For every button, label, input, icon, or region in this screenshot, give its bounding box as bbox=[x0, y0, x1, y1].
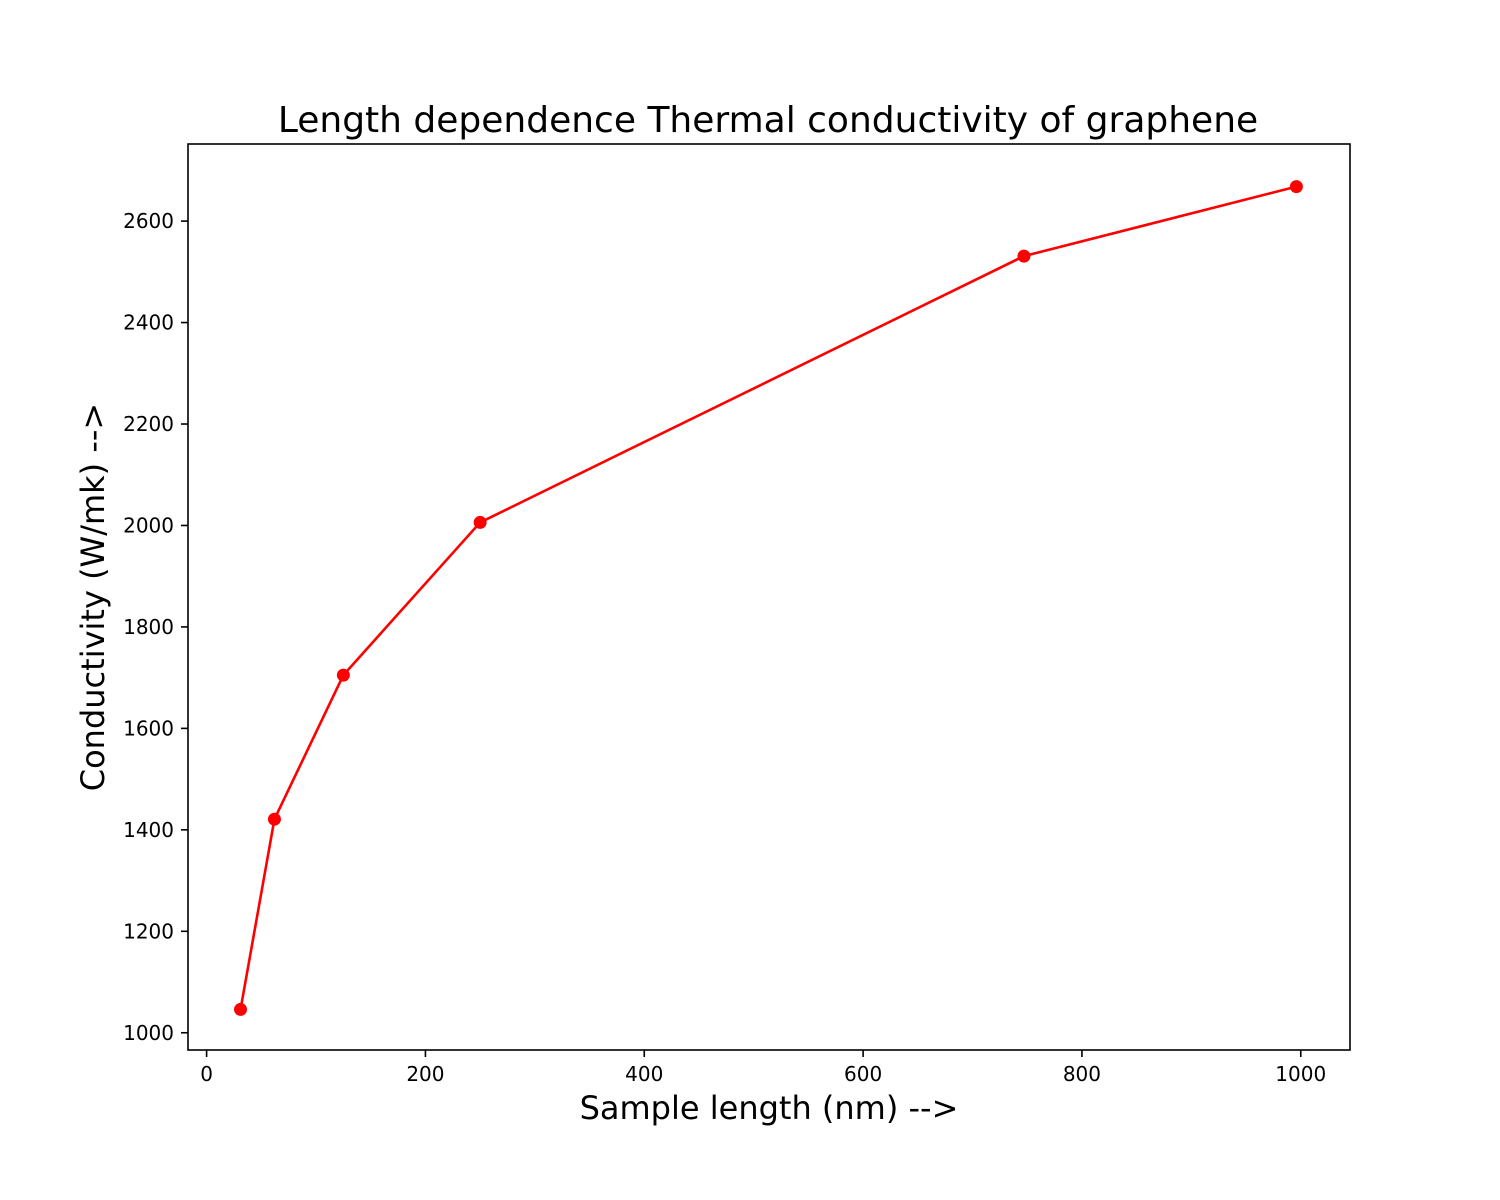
x-tick-label: 400 bbox=[625, 1062, 663, 1086]
y-tick-label: 2600 bbox=[123, 209, 174, 233]
y-axis-ticks: 1000 1200 1400 1600 1800 2000 2200 2400 2600 bbox=[123, 209, 188, 1045]
x-tick-label: 800 bbox=[1063, 1062, 1101, 1086]
x-tick-label: 600 bbox=[844, 1062, 882, 1086]
data-point bbox=[1017, 249, 1031, 263]
x-tick-label: 1000 bbox=[1275, 1062, 1326, 1086]
x-tick-label: 0 bbox=[200, 1062, 213, 1086]
x-axis-label: Sample length (nm) --> bbox=[580, 1089, 959, 1127]
data-point bbox=[1289, 180, 1303, 194]
x-axis-ticks: 0 200 400 600 800 1000 bbox=[200, 1050, 1326, 1086]
data-point bbox=[336, 668, 350, 682]
y-tick-label: 1600 bbox=[123, 716, 174, 740]
chart-title: Length dependence Thermal conductivity o… bbox=[278, 100, 1258, 141]
y-tick-label: 1200 bbox=[123, 919, 174, 943]
series-line bbox=[239, 185, 1297, 1010]
y-tick-label: 1400 bbox=[123, 818, 174, 842]
series-layer bbox=[234, 180, 1303, 1016]
plot-area-frame bbox=[187, 143, 1351, 1051]
x-tick-label: 200 bbox=[406, 1062, 444, 1086]
data-point bbox=[234, 1002, 248, 1016]
y-tick-label: 1800 bbox=[123, 615, 174, 639]
y-axis-label: Conductivity (W/mk) --> bbox=[74, 403, 112, 791]
data-point bbox=[473, 515, 487, 529]
y-tick-label: 2000 bbox=[123, 513, 174, 537]
y-tick-label: 2200 bbox=[123, 412, 174, 436]
data-point bbox=[267, 812, 281, 826]
y-tick-label: 2400 bbox=[123, 311, 174, 335]
y-tick-label: 1000 bbox=[123, 1021, 174, 1045]
